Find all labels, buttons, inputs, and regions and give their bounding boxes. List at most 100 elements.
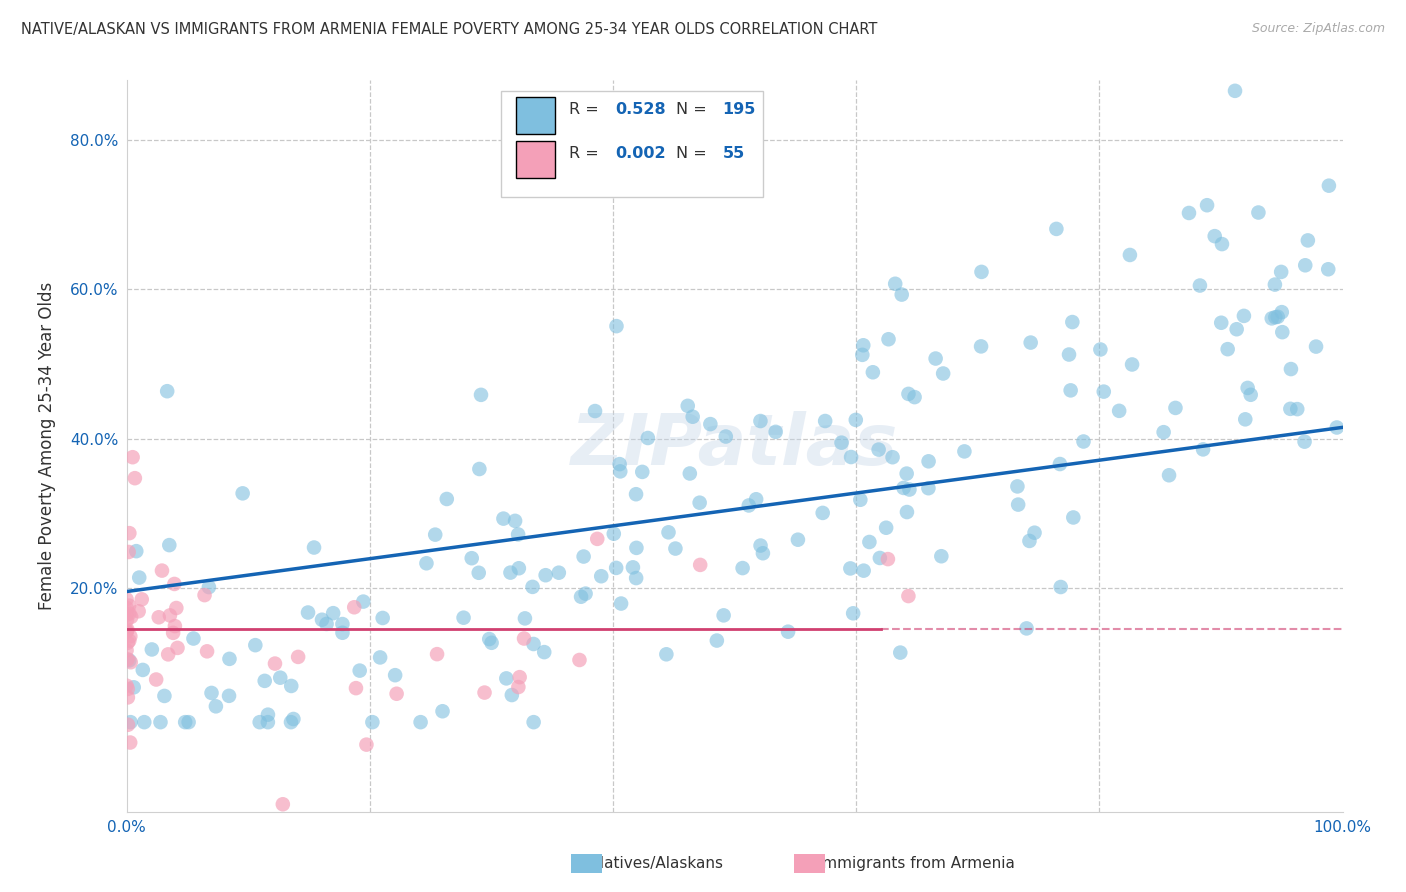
- Point: [131, 592, 153, 607]
- Bar: [571, 854, 602, 873]
- Point: [218, 689, 240, 703]
- Point: [115, 624, 138, 639]
- Point: [371, 611, 394, 625]
- Point: [368, 650, 391, 665]
- Point: [752, 546, 775, 560]
- Point: [478, 632, 501, 646]
- Point: [1234, 412, 1257, 426]
- Point: [1233, 309, 1256, 323]
- Point: [165, 601, 187, 615]
- Text: 55: 55: [723, 146, 745, 161]
- Point: [533, 645, 555, 659]
- Point: [882, 450, 904, 465]
- Point: [315, 616, 337, 631]
- Point: [115, 600, 138, 615]
- Point: [1294, 434, 1316, 449]
- Point: [193, 588, 215, 602]
- Point: [122, 681, 145, 695]
- Point: [280, 715, 302, 730]
- Point: [156, 384, 179, 399]
- Point: [425, 527, 447, 541]
- Point: [953, 444, 976, 458]
- Point: [1062, 315, 1084, 329]
- FancyBboxPatch shape: [516, 97, 554, 134]
- Point: [1286, 402, 1309, 417]
- Point: [495, 672, 517, 686]
- Text: R =: R =: [569, 146, 605, 161]
- Point: [814, 414, 837, 428]
- Point: [1261, 311, 1284, 326]
- FancyBboxPatch shape: [501, 91, 762, 197]
- Point: [508, 680, 530, 694]
- Point: [148, 610, 170, 624]
- Point: [1326, 420, 1348, 434]
- Point: [245, 638, 267, 652]
- Point: [332, 625, 354, 640]
- Point: [118, 526, 141, 541]
- Text: Natives/Alaskans: Natives/Alaskans: [583, 856, 724, 871]
- Point: [128, 570, 150, 584]
- Point: [831, 435, 853, 450]
- Point: [610, 597, 633, 611]
- Point: [1178, 206, 1201, 220]
- Point: [931, 549, 953, 564]
- Point: [1267, 310, 1289, 324]
- Point: [253, 673, 276, 688]
- Point: [509, 670, 531, 684]
- Point: [1223, 84, 1246, 98]
- Point: [765, 425, 787, 439]
- Point: [1211, 237, 1233, 252]
- Point: [903, 390, 925, 404]
- Text: 0.528: 0.528: [616, 102, 666, 117]
- Point: [120, 715, 142, 730]
- Point: [749, 539, 772, 553]
- Text: 0.002: 0.002: [616, 146, 666, 161]
- Point: [523, 715, 546, 730]
- Point: [631, 465, 654, 479]
- Point: [200, 686, 222, 700]
- Point: [257, 715, 280, 730]
- Point: [1057, 347, 1080, 361]
- Point: [461, 551, 484, 566]
- Point: [534, 568, 557, 582]
- Point: [852, 564, 875, 578]
- Point: [149, 715, 172, 730]
- Point: [163, 619, 186, 633]
- Point: [1188, 278, 1211, 293]
- Point: [162, 625, 184, 640]
- Point: [141, 642, 163, 657]
- Point: [657, 525, 679, 540]
- Point: [115, 679, 138, 693]
- Point: [120, 610, 142, 624]
- Point: [120, 655, 142, 669]
- Point: [297, 606, 319, 620]
- Point: [568, 653, 591, 667]
- Point: [877, 332, 900, 346]
- Point: [1092, 384, 1115, 399]
- Text: N =: N =: [676, 146, 711, 161]
- Point: [453, 610, 475, 624]
- Point: [352, 594, 374, 608]
- Point: [415, 556, 437, 570]
- Point: [745, 492, 768, 507]
- Point: [574, 586, 596, 600]
- Point: [676, 399, 699, 413]
- Point: [609, 457, 631, 471]
- Point: [287, 649, 309, 664]
- Point: [884, 277, 907, 291]
- Point: [513, 632, 536, 646]
- Point: [1007, 498, 1029, 512]
- Point: [624, 487, 647, 501]
- Point: [120, 629, 142, 643]
- Y-axis label: Female Poverty Among 25-34 Year Olds: Female Poverty Among 25-34 Year Olds: [38, 282, 56, 610]
- Point: [1317, 178, 1340, 193]
- Point: [689, 496, 711, 510]
- Point: [624, 571, 647, 585]
- Point: [436, 491, 458, 506]
- Point: [117, 652, 139, 666]
- Point: [1204, 229, 1226, 244]
- Point: [117, 718, 139, 732]
- Point: [1049, 580, 1071, 594]
- Point: [499, 566, 522, 580]
- Point: [893, 481, 915, 495]
